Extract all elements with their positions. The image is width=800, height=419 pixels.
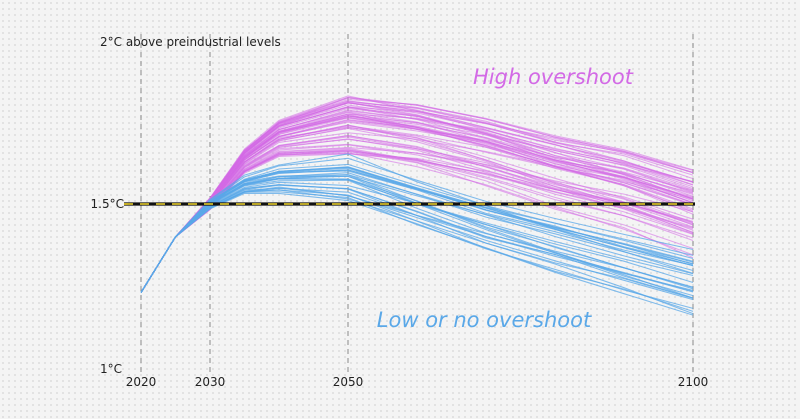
annotation-low-overshoot: Low or no overshoot <box>377 308 592 332</box>
low-overshoot-line-24 <box>140 153 694 293</box>
low-overshoot-line-27 <box>140 163 694 293</box>
low-overshoot-series <box>140 153 694 316</box>
annotation-high-overshoot: High overshoot <box>473 65 634 89</box>
low-overshoot-line-26 <box>140 187 694 293</box>
gridlines <box>140 34 694 372</box>
axis-ticks: 2020 2030 2050 2100 1°C 1.5°C 2°C above preind… <box>91 35 709 389</box>
y-tick-label-0: 1°C <box>100 362 122 376</box>
high-overshoot-line-6 <box>140 125 694 293</box>
low-overshoot-line-20 <box>140 179 694 297</box>
x-tick-label-2050: 2050 <box>333 375 364 389</box>
high-overshoot-line-27 <box>140 119 694 293</box>
x-tick-label-2100: 2100 <box>678 375 709 389</box>
y-tick-label-2: 2°C above preindustrial levels <box>100 35 281 49</box>
x-tick-label-2020: 2020 <box>126 375 157 389</box>
y-tick-label-1: 1.5°C <box>91 197 124 211</box>
x-tick-label-2030: 2030 <box>195 375 226 389</box>
low-overshoot-line-11 <box>140 192 694 309</box>
low-overshoot-line-30 <box>140 177 694 293</box>
